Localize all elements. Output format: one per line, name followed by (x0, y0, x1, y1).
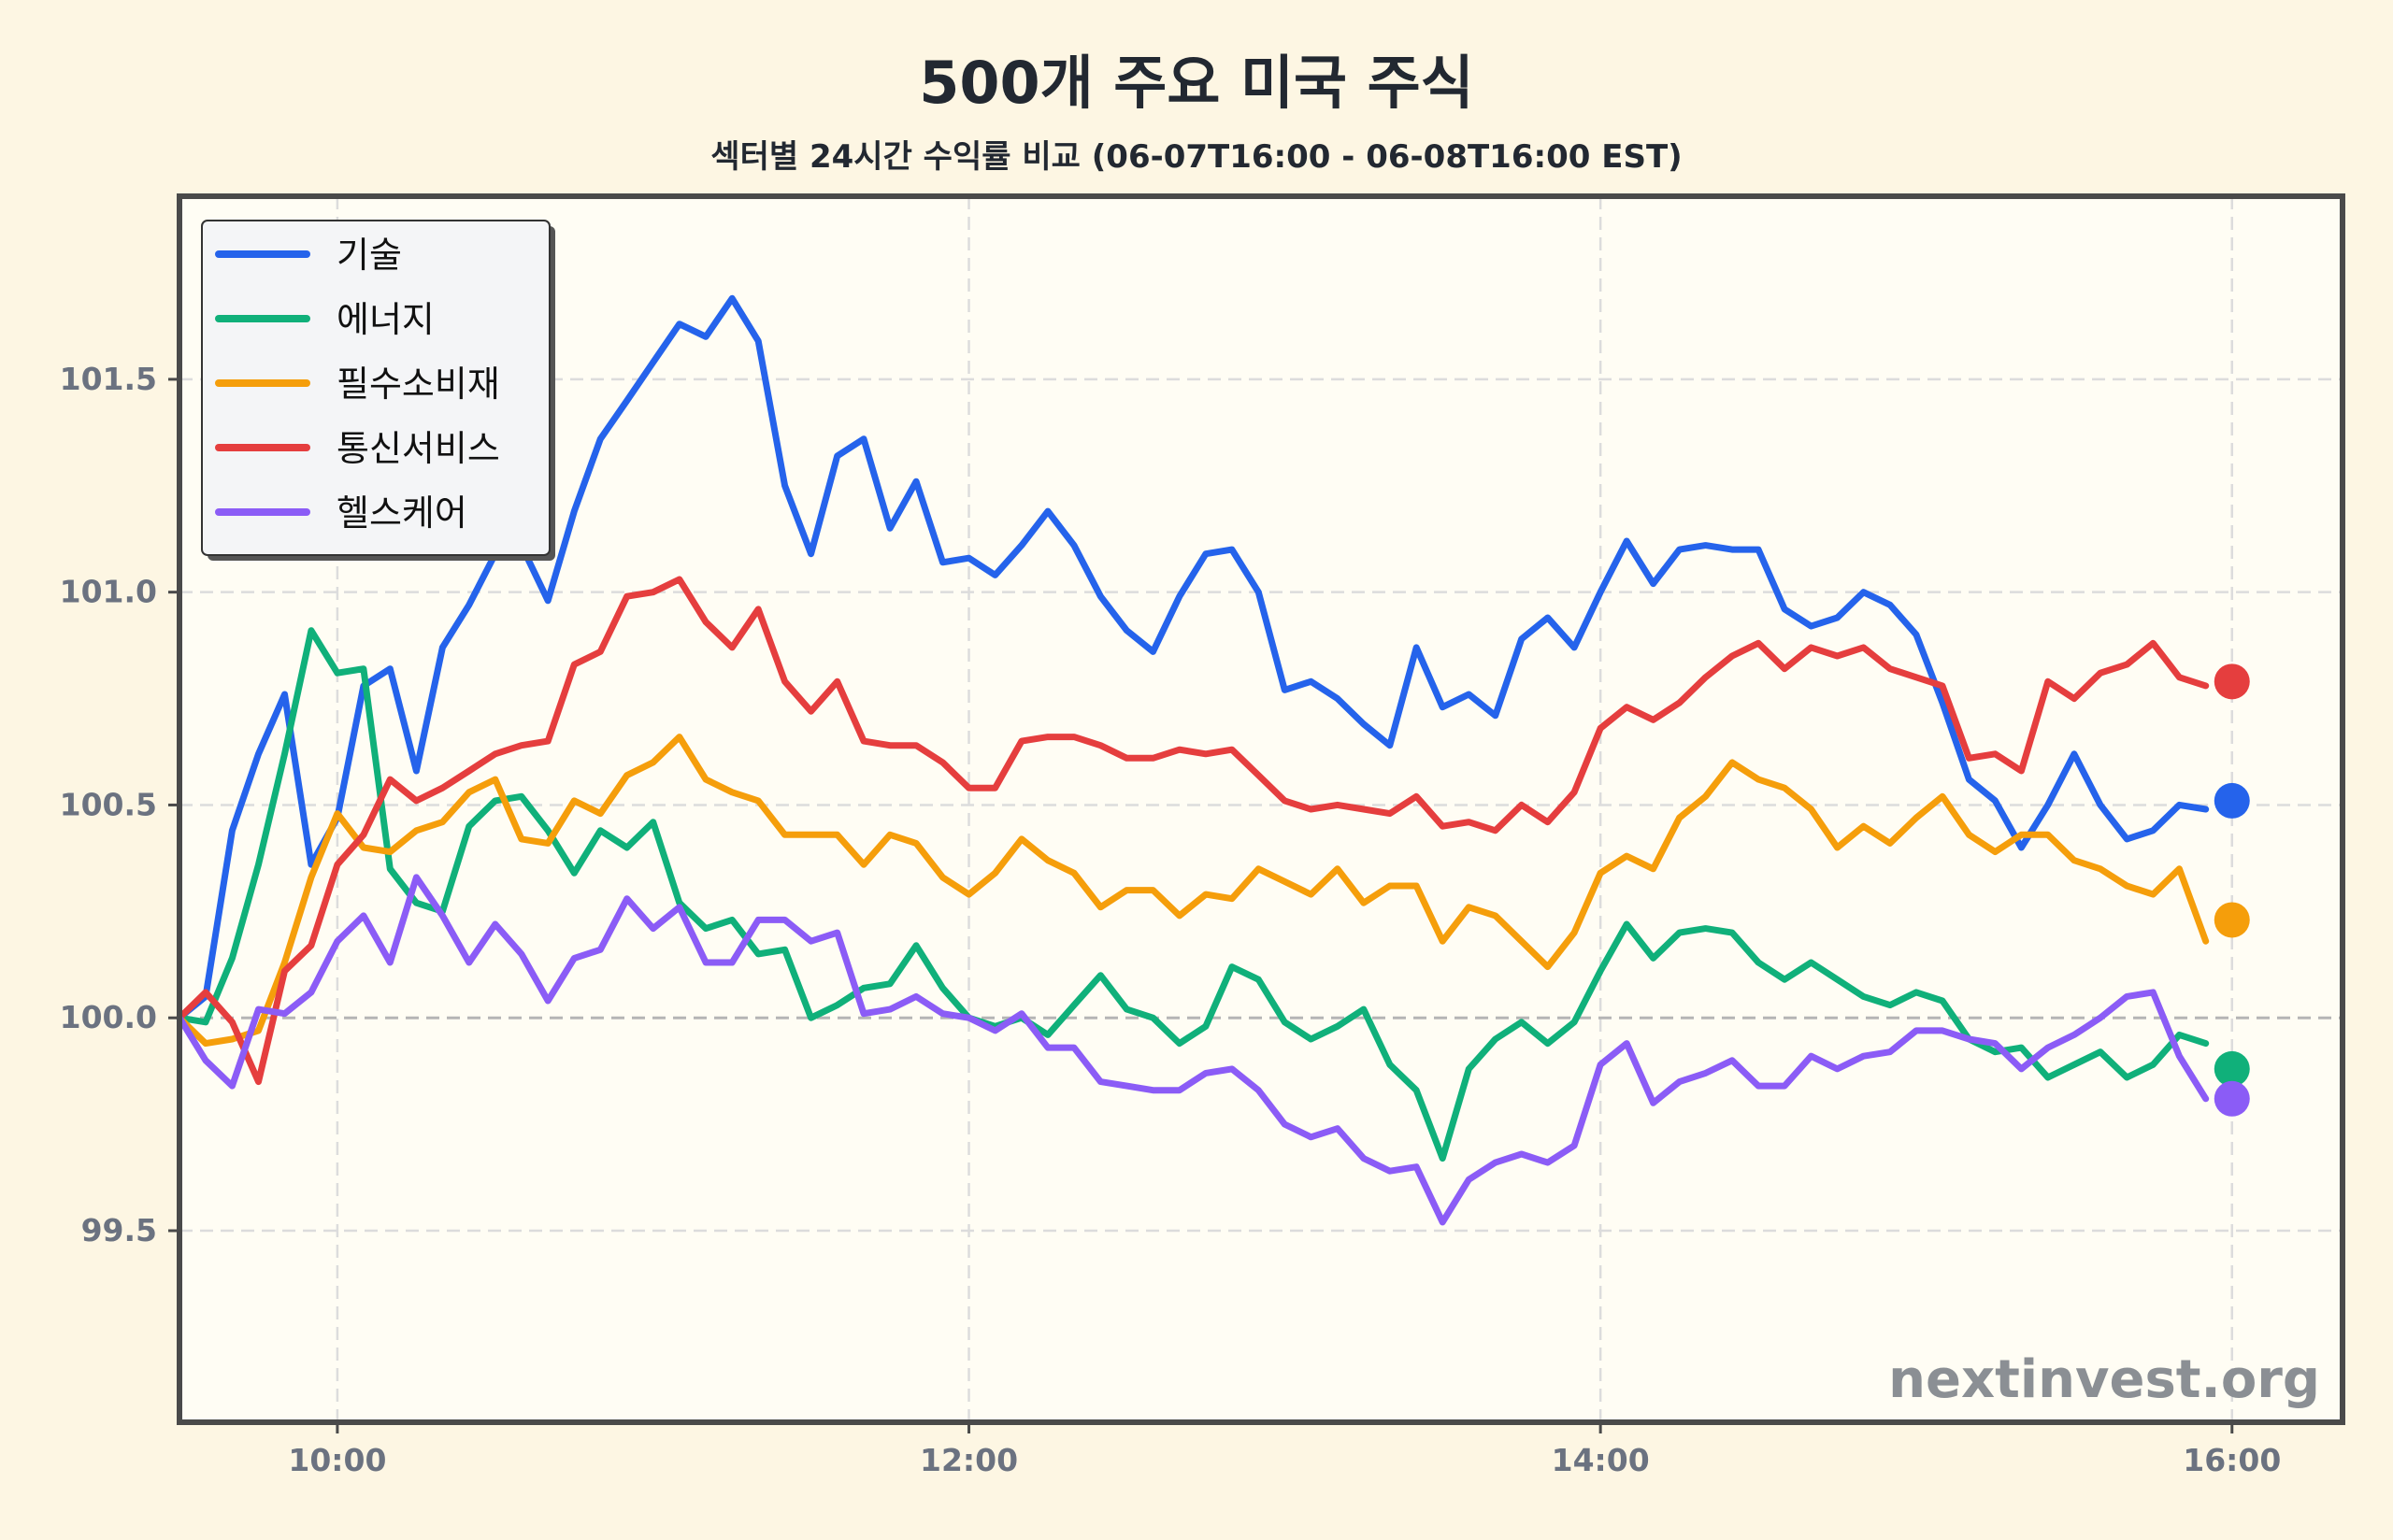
x-tick-label: 12:00 (920, 1442, 1018, 1478)
x-tick-label: 14:00 (1552, 1442, 1650, 1478)
series-line-5 (176, 874, 2210, 1226)
chart-title: 500개 주요 미국 주식 (919, 49, 1474, 117)
y-tick-label: 100.0 (60, 999, 157, 1035)
end-marker-2 (2214, 1050, 2250, 1087)
watermark: nextinvest.org (1888, 1349, 2320, 1410)
y-tick-label: 100.5 (60, 786, 157, 822)
end-marker-1 (2214, 782, 2250, 819)
legend-label-2: 에너지 (337, 299, 435, 340)
legend-label-5: 헬스케어 (337, 492, 467, 534)
y-tick-label: 101.5 (60, 361, 157, 397)
end-marker-5 (2214, 1080, 2250, 1117)
series-line-3 (176, 734, 2210, 1048)
series-line-2 (176, 627, 2210, 1162)
chart-subtitle: 섹터별 24시간 수익률 비교 (06-07T16:00 - 06-08T16:… (710, 138, 1683, 176)
axis-ticks: 99.5 100.0 100.5 101.0 101.5 10:00 12:00 14:00 1… (60, 361, 2282, 1478)
y-tick-label: 101.0 (60, 574, 157, 610)
plot-frame (177, 193, 2345, 1425)
legend-label-4: 통신서비스 (337, 428, 500, 469)
legend-label-3: 필수소비재 (337, 364, 500, 405)
legend-box (201, 220, 551, 556)
end-marker-4 (2214, 663, 2250, 700)
series-line-4 (176, 576, 2210, 1086)
y-tick-label: 99.5 (81, 1212, 157, 1248)
end-markers (2214, 663, 2250, 1117)
end-marker-3 (2214, 902, 2250, 938)
legend-label-1: 기술 (337, 235, 402, 276)
x-tick-label: 16:00 (2183, 1442, 2281, 1478)
x-tick-label: 10:00 (288, 1442, 386, 1478)
